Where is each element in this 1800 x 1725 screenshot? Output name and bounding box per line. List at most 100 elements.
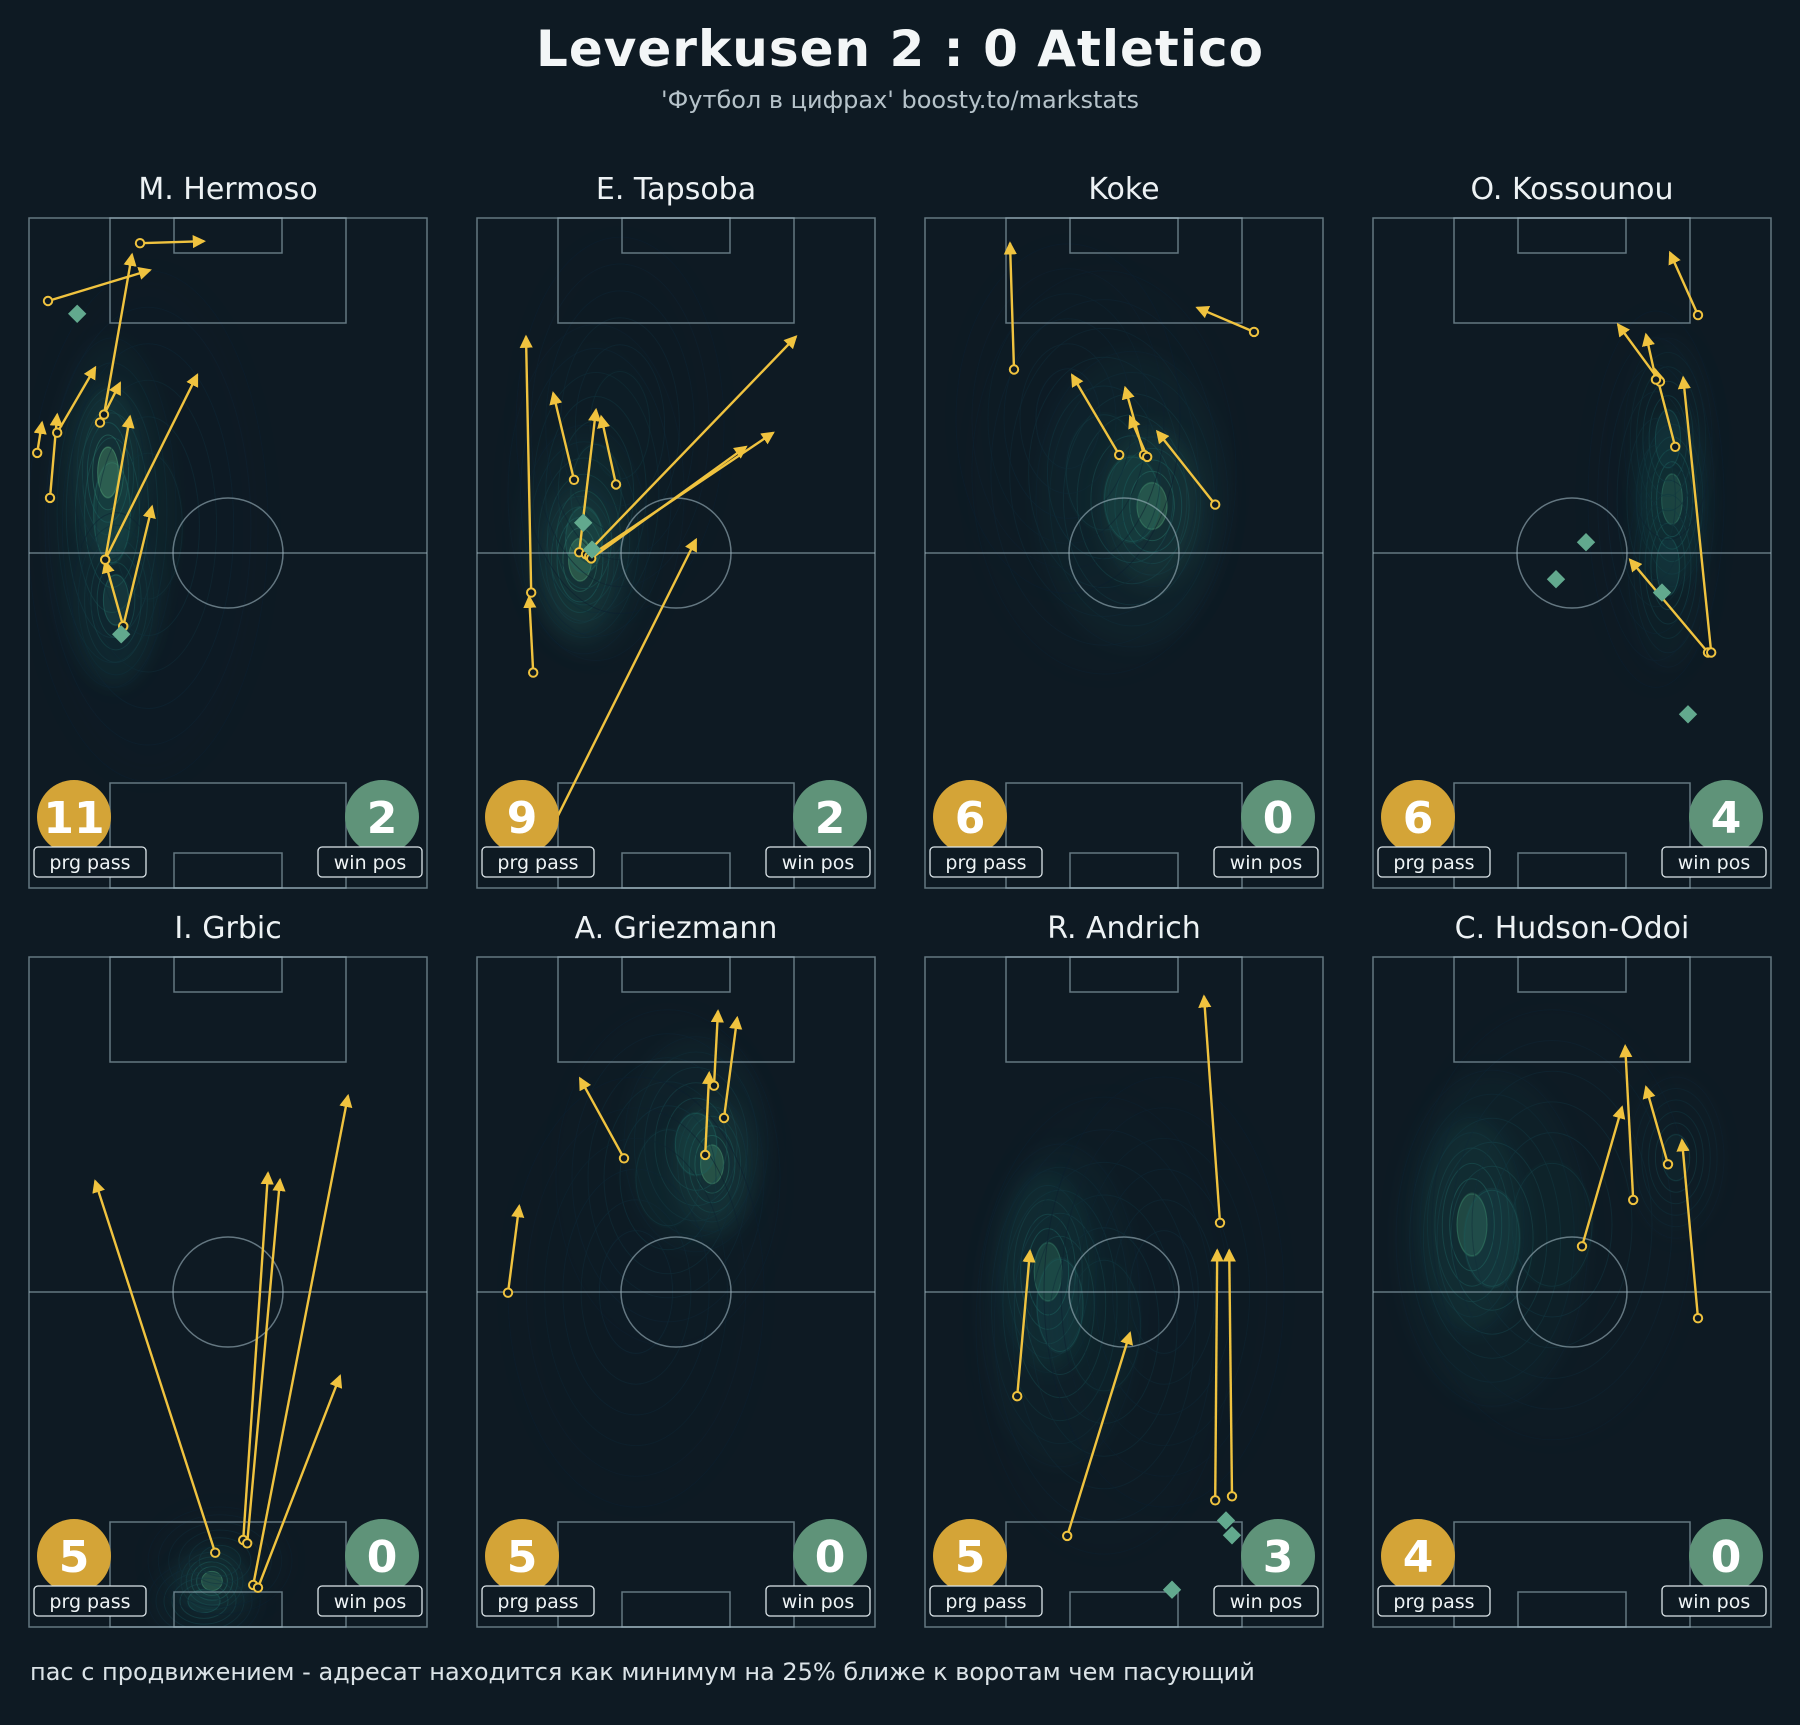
prg-pass-badge: 9 prg pass xyxy=(481,780,595,878)
pass-arrow xyxy=(139,234,206,249)
pass-origin-dot xyxy=(700,1149,711,1161)
heatmap-contours xyxy=(1587,310,1725,688)
pass-arrow xyxy=(1066,1331,1133,1537)
pass-arrow xyxy=(252,1093,353,1586)
pass-arrow xyxy=(104,414,135,560)
win-pos-label: win pos xyxy=(334,852,406,874)
prg-pass-label: prg pass xyxy=(497,852,578,874)
pass-arrow xyxy=(92,1179,217,1554)
pass-arrow xyxy=(585,335,798,556)
pass-origin-dot xyxy=(610,479,622,490)
pass-arrows xyxy=(502,1009,743,1298)
prg-pass-count: 5 xyxy=(507,1532,538,1583)
pass-origin-dot xyxy=(98,409,110,420)
pass-origin-dot xyxy=(1628,1194,1639,1206)
pitch-lines xyxy=(28,956,428,1628)
pass-origin-dot xyxy=(1248,326,1260,338)
header: Leverkusen 2 : 0 Atletico 'Футбол в цифр… xyxy=(0,0,1800,114)
pass-arrow xyxy=(102,252,137,415)
player-panel: E. Tapsoba 9 prg pass 2 win pos xyxy=(476,172,876,889)
prg-pass-count: 6 xyxy=(955,793,986,844)
pass-arrow xyxy=(1580,1105,1626,1247)
prg-pass-count: 4 xyxy=(1403,1532,1434,1583)
pass-arrow xyxy=(550,537,698,830)
prg-pass-count: 5 xyxy=(59,1532,90,1583)
win-pos-label: win pos xyxy=(782,1591,854,1613)
pass-arrow xyxy=(549,391,576,481)
prg-pass-badge: 5 prg pass xyxy=(33,1519,147,1617)
prg-pass-label: prg pass xyxy=(49,1591,130,1613)
pass-origin-dot xyxy=(134,238,146,249)
pass-arrow xyxy=(1642,1085,1670,1165)
pass-origin-dot xyxy=(502,1287,514,1298)
player-name: R. Andrich xyxy=(1047,911,1201,946)
pass-arrows xyxy=(1003,241,1260,510)
win-pos-badge: 3 win pos xyxy=(1213,1519,1319,1617)
pass-arrow xyxy=(1628,558,1709,654)
pass-arrow xyxy=(597,414,618,485)
win-pos-count: 2 xyxy=(367,793,398,844)
pass-arrow xyxy=(722,1015,743,1119)
pass-origin-dot xyxy=(718,1112,730,1124)
prg-pass-badge: 5 prg pass xyxy=(929,1519,1043,1617)
win-pos-label: win pos xyxy=(782,852,854,874)
pass-arrows xyxy=(32,234,206,632)
footnote: пас с продвижением - адресат находится к… xyxy=(30,1658,1255,1686)
win-pos-label: win pos xyxy=(1230,852,1302,874)
win-pos-badge: 2 win pos xyxy=(765,780,871,878)
pass-origin-dot xyxy=(526,587,537,598)
pass-arrow xyxy=(101,559,125,627)
pass-origin-dot xyxy=(1692,1313,1704,1324)
prg-pass-count: 5 xyxy=(955,1532,986,1583)
prg-pass-badge: 11 prg pass xyxy=(33,780,147,878)
pass-arrow xyxy=(1155,429,1217,506)
pass-origin-dot xyxy=(568,474,580,485)
pitch-map: 4 prg pass 0 win pos xyxy=(1372,956,1772,1628)
player-panel: R. Andrich 5 prg pass 3 win pos xyxy=(924,911,1324,1628)
player-panel: I. Grbic 5 prg pass 0 win pos xyxy=(28,911,428,1628)
player-panel: A. Griezmann 5 prg pass 0 win pos xyxy=(476,911,876,1628)
pitch-map: 5 prg pass 3 win pos xyxy=(924,956,1324,1628)
player-panel: O. Kossounou 6 prg pass 4 win pos xyxy=(1372,172,1772,889)
pass-arrow xyxy=(506,1204,525,1293)
pass-arrow xyxy=(1195,306,1255,334)
prg-pass-label: prg pass xyxy=(49,852,130,874)
win-pos-badge: 0 win pos xyxy=(1213,780,1319,878)
prg-pass-label: prg pass xyxy=(1393,852,1474,874)
player-name: A. Griezmann xyxy=(574,911,778,946)
pass-origin-dot xyxy=(1692,309,1704,321)
pass-origin-dot xyxy=(1142,451,1153,463)
pass-arrows xyxy=(1616,250,1717,658)
prg-pass-label: prg pass xyxy=(945,1591,1026,1613)
pass-origin-dot xyxy=(1210,499,1221,510)
prg-pass-badge: 6 prg pass xyxy=(1377,780,1491,878)
pass-origin-dot xyxy=(528,667,539,678)
pass-arrow xyxy=(47,267,152,303)
pass-origin-dot xyxy=(1008,364,1020,375)
pass-arrow xyxy=(1003,241,1017,370)
player-name: O. Kossounou xyxy=(1470,172,1674,207)
pass-arrow xyxy=(122,504,156,627)
pass-arrow xyxy=(256,1374,343,1589)
win-pos-badge: 0 win pos xyxy=(1661,1519,1767,1617)
player-panel: M. Hermoso 11 prg pass 2 win pos xyxy=(28,172,428,889)
pass-origin-dot xyxy=(32,447,43,459)
pass-origin-dot xyxy=(1062,1530,1073,1542)
win-pos-badge: 4 win pos xyxy=(1661,780,1767,878)
pass-arrows xyxy=(1576,1044,1704,1324)
pass-origin-dot xyxy=(52,427,63,438)
pass-arrow xyxy=(1222,1248,1236,1497)
prg-pass-label: prg pass xyxy=(1393,1591,1474,1613)
win-pos-count: 0 xyxy=(1711,1532,1742,1583)
prg-pass-count: 11 xyxy=(43,793,104,844)
pitch-map: 5 prg pass 0 win pos xyxy=(476,956,876,1628)
win-pos-count: 2 xyxy=(815,793,846,844)
pitch-lines xyxy=(924,217,1324,889)
pitch-map: 9 prg pass 2 win pos xyxy=(476,217,876,889)
win-pos-diamond xyxy=(1546,570,1566,589)
pass-origin-dot xyxy=(1214,1217,1226,1228)
pass-origin-dot xyxy=(1650,374,1662,385)
prg-pass-count: 6 xyxy=(1403,793,1434,844)
pass-origin-dot xyxy=(94,417,106,428)
win-pos-badge: 2 win pos xyxy=(317,780,423,878)
